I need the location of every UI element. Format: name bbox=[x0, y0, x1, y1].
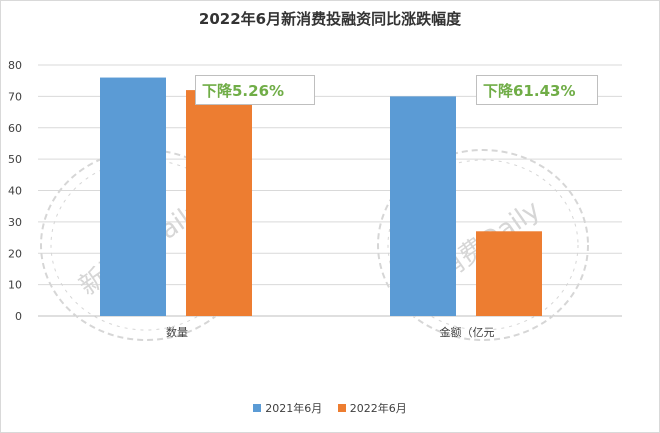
annotation-quantity-change: 下降5.26% bbox=[195, 75, 315, 105]
x-axis: 数量 金额（亿元 bbox=[166, 325, 495, 339]
bar-1-0 bbox=[390, 96, 456, 316]
y-tick-label-10: 10 bbox=[8, 279, 22, 292]
legend: 2021年6月 2022年6月 bbox=[0, 400, 660, 416]
bar-1-1 bbox=[476, 231, 542, 316]
legend-swatch-2022 bbox=[337, 404, 346, 412]
legend-label-2022: 2022年6月 bbox=[349, 402, 407, 415]
legend-swatch-2021 bbox=[253, 404, 262, 412]
y-tick-label-40: 40 bbox=[8, 185, 22, 198]
bars-layer bbox=[100, 77, 542, 316]
watermark-ring-1 bbox=[377, 149, 589, 341]
legend-item-2022: 2022年6月 bbox=[337, 400, 407, 416]
bar-0-1 bbox=[186, 90, 252, 316]
x-category-label-0: 数量 bbox=[166, 326, 188, 339]
annotation-amount-change: 下降61.43% bbox=[476, 75, 598, 105]
y-tick-label-80: 80 bbox=[8, 59, 22, 72]
watermark-ring-inner-1 bbox=[387, 159, 579, 331]
y-tick-label-60: 60 bbox=[8, 122, 22, 135]
legend-label-2021: 2021年6月 bbox=[265, 402, 323, 415]
chart-title: 2022年6月新消费投融资同比涨跌幅度 bbox=[198, 10, 462, 28]
x-category-label-1: 金额（亿元 bbox=[440, 325, 495, 339]
y-tick-label-30: 30 bbox=[8, 216, 22, 229]
legend-item-2021: 2021年6月 bbox=[253, 400, 322, 416]
y-tick-label-20: 20 bbox=[8, 247, 22, 260]
y-tick-label-50: 50 bbox=[8, 153, 22, 166]
bar-0-0 bbox=[100, 77, 166, 316]
y-axis: 0 10 20 30 40 50 60 70 80 bbox=[8, 59, 22, 323]
y-tick-label-70: 70 bbox=[8, 90, 22, 103]
y-tick-label-0: 0 bbox=[15, 310, 22, 323]
